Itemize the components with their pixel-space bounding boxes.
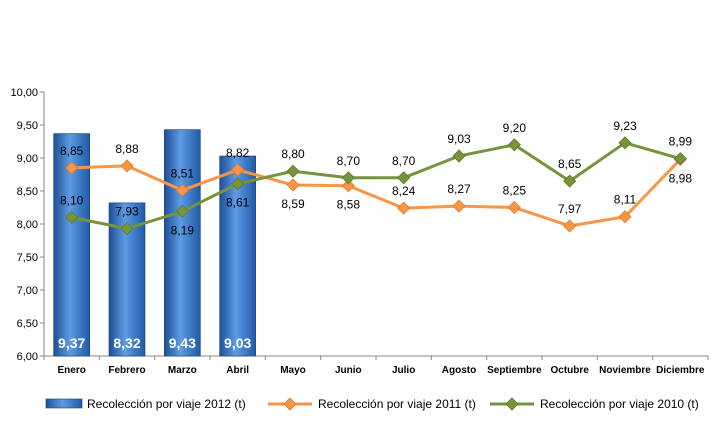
data-label-2011: 8,11 (614, 193, 637, 207)
data-label-2011: 8,59 (281, 197, 305, 211)
marker-2011 (286, 178, 300, 192)
data-label-2010: 9,03 (447, 132, 471, 146)
data-label-2010: 8,10 (60, 193, 84, 207)
data-labels: 9,37 8,32 9,43 9,03 8,85 8,88 8,51 8,82 8,59 8,58… (58, 119, 692, 351)
y-tick-label: 7,50 (17, 252, 38, 264)
data-label-2010: 8,19 (171, 223, 195, 237)
y-tick-label: 7,00 (17, 285, 38, 297)
legend-label-2010: Recolección por viaje 2010 (t) (540, 397, 699, 411)
x-tick-label: Octubre (550, 365, 589, 376)
y-tick-label: 10,00 (10, 87, 38, 99)
data-label-2011: 8,98 (669, 171, 693, 185)
x-tick-label: Enero (57, 365, 85, 376)
y-tick-label: 6,50 (17, 318, 38, 330)
y-tick-label: 9,50 (17, 120, 38, 132)
marker-2010 (65, 210, 79, 224)
data-label-2011: 7,97 (558, 202, 582, 216)
data-label-2011: 8,58 (337, 198, 361, 212)
marker-2010 (452, 149, 466, 163)
y-tick-label: 8,50 (17, 186, 38, 198)
legend-marker-2010 (505, 397, 519, 411)
x-tick-label: Marzo (168, 365, 197, 376)
marker-2011 (397, 201, 411, 215)
marker-2010 (563, 174, 577, 188)
x-tick-label: Abril (226, 365, 249, 376)
marker-2011 (120, 159, 134, 173)
data-label-2010: 9,23 (613, 119, 637, 133)
data-label-2010: 8,61 (226, 196, 250, 210)
marker-2010 (286, 164, 300, 178)
y-tick-label: 9,00 (17, 153, 38, 165)
data-label-2010: 8,65 (558, 157, 582, 171)
marker-2011 (231, 163, 245, 177)
data-label-2010: 7,93 (115, 205, 139, 219)
data-label-2011: 8,85 (60, 144, 84, 158)
x-tick-label: Junio (335, 365, 362, 376)
y-tick-label: 6,00 (17, 351, 38, 363)
marker-2011 (341, 179, 355, 193)
data-label-2010: 9,20 (503, 121, 527, 135)
marker-2011 (618, 210, 632, 224)
lines (65, 136, 687, 236)
data-label-2010: 8,70 (337, 154, 361, 168)
axes: 6,00 6,50 7,00 7,50 8,00 8,50 9,00 9,50 10,00 Ene… (10, 87, 709, 376)
x-tick-label: Mayo (280, 365, 306, 376)
x-tick-label: Noviembre (599, 365, 651, 376)
bar-2012 (53, 133, 90, 357)
data-label-2011: 8,24 (392, 184, 416, 198)
data-label-2011: 8,51 (171, 166, 195, 180)
data-label-2011: 8,88 (115, 142, 139, 156)
marker-2010 (673, 152, 687, 166)
marker-2010 (341, 171, 355, 185)
marker-2011 (507, 200, 521, 215)
bar-label-2012: 9,03 (224, 335, 251, 351)
marker-2011 (452, 199, 466, 213)
legend-swatch-2012 (45, 398, 83, 409)
bar-label-2012: 9,37 (58, 335, 85, 351)
marker-2011 (65, 161, 79, 175)
x-tick-label: Agosto (442, 365, 476, 376)
bar-label-2012: 9,43 (169, 335, 196, 351)
legend-marker-2011 (283, 397, 297, 411)
marker-2011 (563, 219, 577, 233)
marker-2010 (618, 136, 632, 150)
legend: Recolección por viaje 2012 (t) Recolecció… (45, 397, 699, 411)
marker-2010 (231, 177, 245, 191)
data-label-2010: 8,80 (281, 147, 305, 161)
data-label-2011: 8,27 (447, 182, 471, 196)
x-tick-label: Diciembre (656, 365, 705, 376)
bars-2012 (53, 129, 256, 357)
data-label-2011: 8,82 (226, 146, 250, 160)
x-tick-label: Septiembre (487, 365, 542, 376)
marker-2011 (175, 183, 189, 197)
y-tick-label: 8,00 (17, 219, 38, 231)
data-label-2011: 8,25 (503, 184, 527, 198)
data-label-2010: 8,99 (669, 135, 693, 149)
x-tick-label: Febrero (108, 365, 145, 376)
marker-2010 (397, 171, 411, 185)
legend-label-2011: Recolección por viaje 2011 (t) (318, 397, 476, 411)
line-2010 (71, 141, 681, 231)
bar-2012 (164, 129, 201, 357)
marker-2010 (120, 222, 134, 236)
marker-2010 (507, 138, 521, 152)
legend-label-2012: Recolección por viaje 2012 (t) (87, 397, 246, 411)
x-tick-label: Julio (392, 365, 415, 376)
marker-2010 (175, 204, 189, 219)
line-2011 (71, 158, 682, 228)
data-label-2010: 8,70 (392, 154, 416, 168)
bar-label-2012: 8,32 (113, 335, 140, 351)
